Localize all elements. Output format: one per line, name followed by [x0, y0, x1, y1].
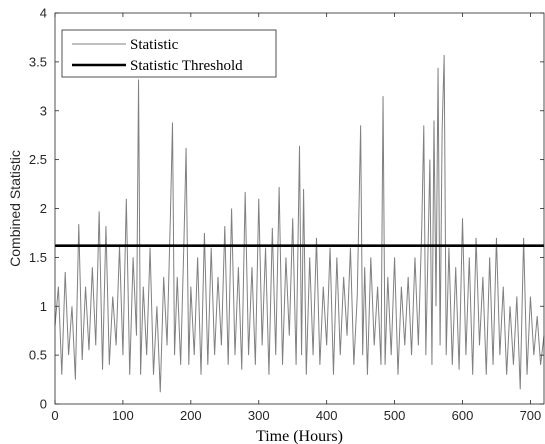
x-tick-label: 300: [248, 408, 270, 423]
y-tick-label: 0: [40, 397, 47, 412]
series-line-1: [54, 55, 545, 393]
y-tick-label: 2: [40, 201, 47, 216]
y-tick-label: 3: [40, 103, 47, 118]
x-tick-label: 400: [316, 408, 338, 423]
y-tick-label: 1.5: [29, 250, 47, 265]
y-tick-label: 0.5: [29, 348, 47, 363]
y-axis-label: Combined Statistic: [7, 150, 23, 267]
x-tick-label: 500: [384, 408, 406, 423]
legend-label-1: Statistic: [130, 37, 179, 53]
x-tick-label: 600: [452, 408, 474, 423]
legend: Statistic Statistic Threshold: [61, 29, 277, 78]
plot-area: [54, 55, 545, 393]
x-tick-label: 200: [180, 408, 202, 423]
x-axis-label: Time (Hours): [256, 428, 343, 444]
y-tick-label: 3.5: [29, 54, 47, 69]
y-tick-label: 2.5: [29, 152, 47, 167]
legend-label-2: Statistic Threshold: [130, 58, 243, 74]
y-tick-label: 4: [40, 6, 47, 21]
legend-box: [61, 29, 277, 78]
x-tick-label: 0: [51, 408, 58, 423]
axes: 0 100 200 300 400 500 600 700 0 0.5 1 1.5 2 2.5 3 3.5 4: [29, 6, 545, 423]
x-tick-label: 700: [520, 408, 542, 423]
y-tick-label: 1: [40, 299, 47, 314]
x-tick-label: 100: [112, 408, 134, 423]
